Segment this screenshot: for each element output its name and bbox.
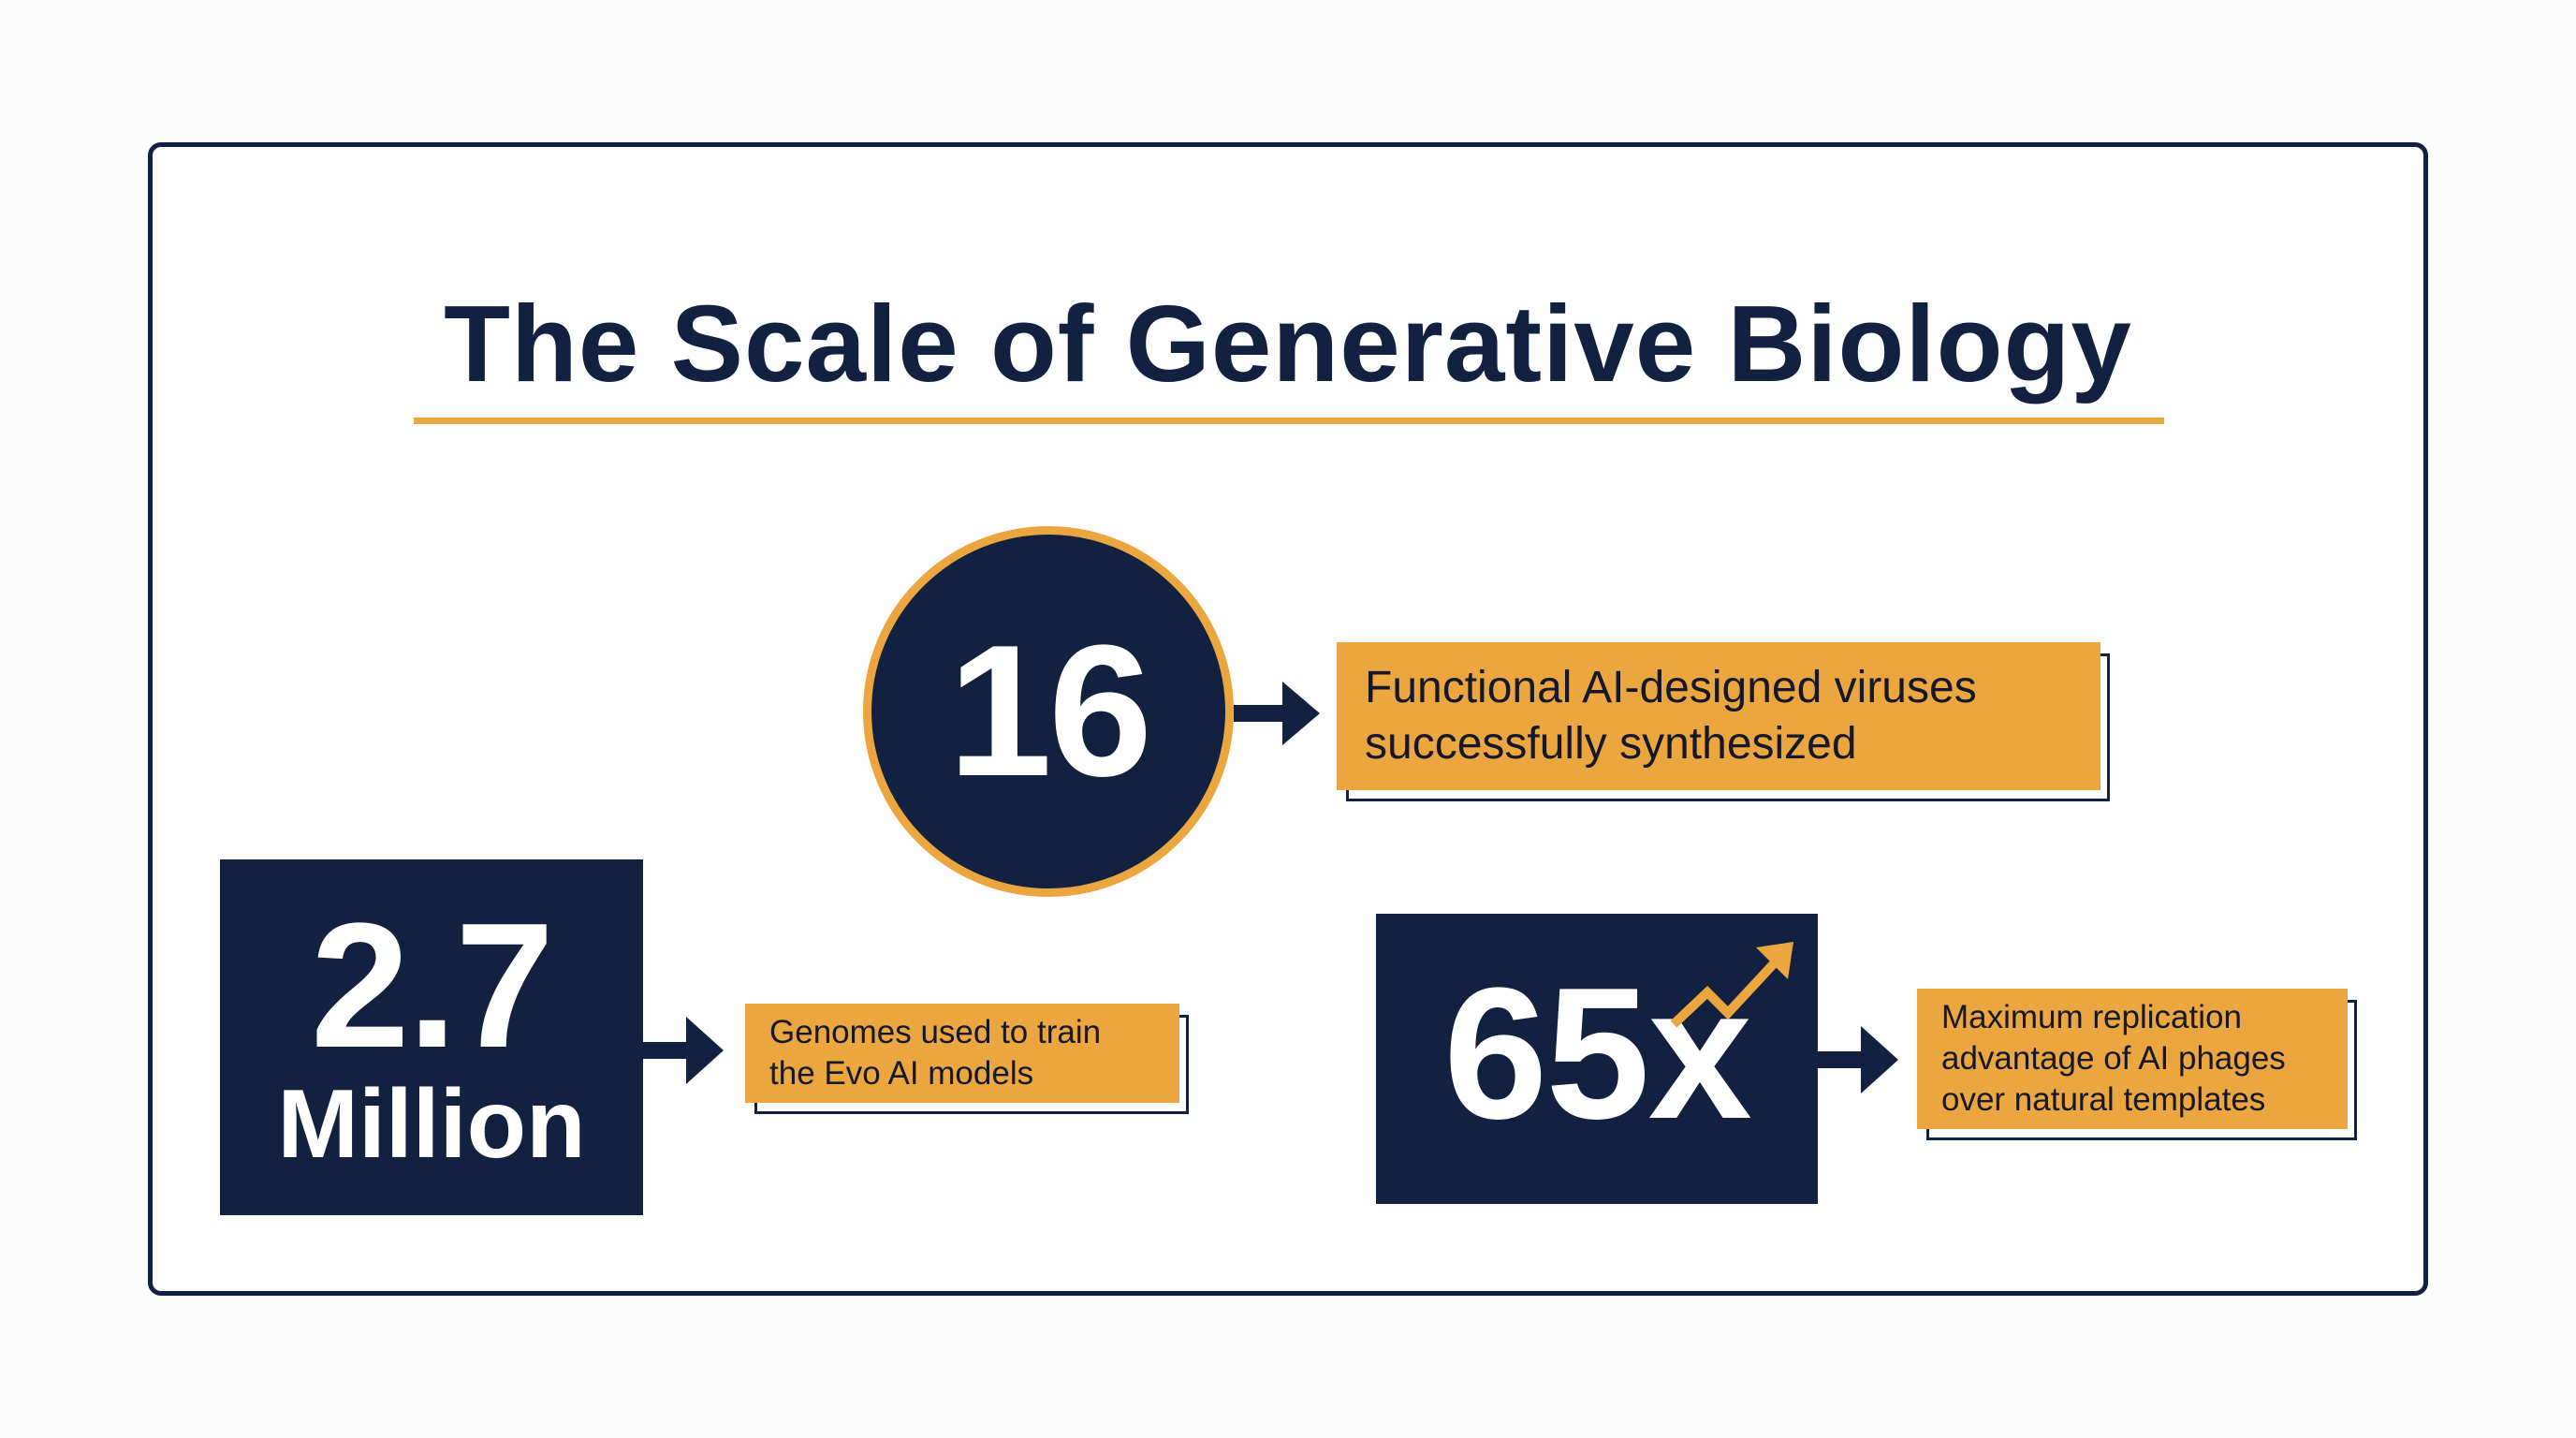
arrow-right-icon bbox=[643, 1017, 724, 1084]
stat-genomes-label-line: Genomes used to train bbox=[769, 1014, 1102, 1050]
trend-up-icon bbox=[1670, 942, 1793, 1028]
stat-viruses-label-line: Functional AI-designed viruses bbox=[1365, 663, 1977, 712]
stat-viruses-label: Functional AI-designed viruses successfu… bbox=[1337, 642, 2100, 790]
stat-genomes-label: Genomes used to train the Evo AI models bbox=[745, 1004, 1179, 1103]
stat-advantage-label-line: advantage of AI phages bbox=[1941, 1040, 2286, 1077]
arrow-right-icon bbox=[1234, 682, 1320, 745]
stat-advantage-label-line: over natural templates bbox=[1941, 1081, 2266, 1118]
stat-genomes-label-line: the Evo AI models bbox=[769, 1055, 1034, 1092]
stat-genomes-unit: Million bbox=[277, 1070, 586, 1180]
stat-viruses-label-line: successfully synthesized bbox=[1365, 719, 1857, 769]
stat-advantage-value: 65x bbox=[1443, 949, 1752, 1158]
stat-advantage-label: Maximum replication advantage of AI phag… bbox=[1917, 989, 2348, 1129]
title-underline bbox=[414, 418, 2164, 424]
page-title: The Scale of Generative Biology bbox=[444, 283, 2132, 404]
stat-viruses-value: 16 bbox=[947, 607, 1152, 815]
stat-advantage-label-line: Maximum replication bbox=[1941, 999, 2242, 1035]
stat-advantage-box: 65x bbox=[1376, 914, 1818, 1204]
stat-genomes-value: 2.7 bbox=[310, 886, 554, 1085]
stat-genomes-box: 2.7 Million bbox=[220, 859, 643, 1215]
stat-viruses-circle: 16 bbox=[863, 526, 1234, 897]
arrow-right-icon bbox=[1818, 1026, 1898, 1093]
